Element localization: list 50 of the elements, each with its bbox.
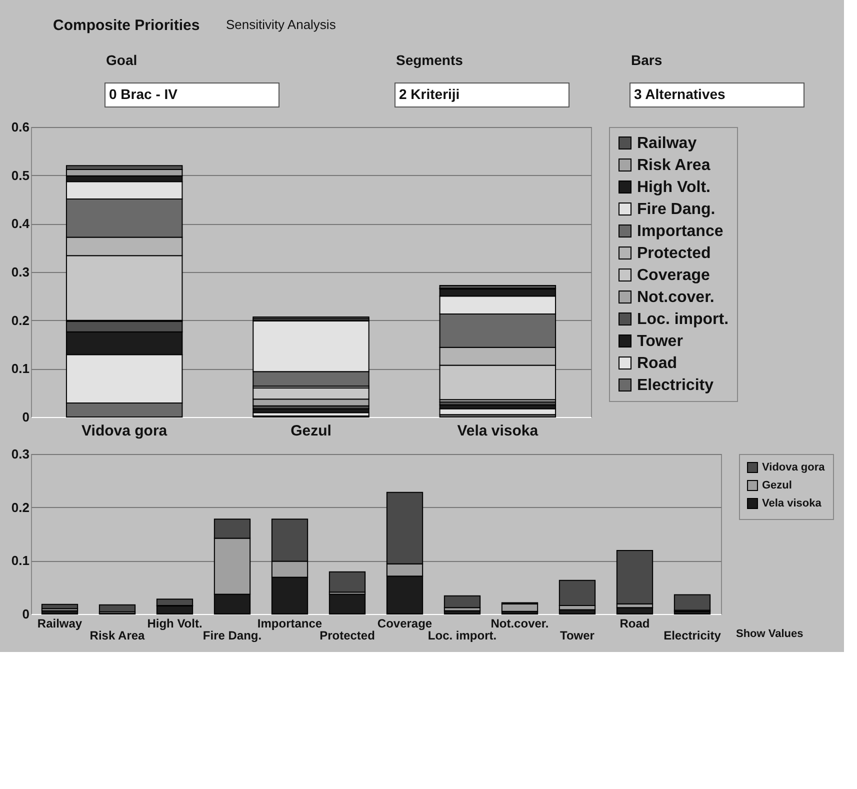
text: 0 Brac - IV bbox=[109, 86, 178, 102]
text: Bars bbox=[631, 52, 662, 68]
legend-label: Road bbox=[637, 355, 677, 372]
legend-label: Coverage bbox=[637, 267, 710, 284]
legend-label: Fire Dang. bbox=[637, 201, 716, 218]
x-tick-label: Not.cover. bbox=[490, 616, 549, 630]
legend-label: Gezul bbox=[762, 480, 792, 492]
y-tick-label: 0.5 bbox=[11, 168, 30, 183]
x-tick-label: Tower bbox=[560, 628, 595, 642]
text: Segments bbox=[396, 52, 464, 68]
x-tick-label: Electricity bbox=[664, 628, 722, 642]
y-tick-label: 0 bbox=[22, 606, 30, 622]
x-tick-label: Importance bbox=[257, 616, 322, 630]
legend-label: Tower bbox=[637, 333, 683, 350]
y-tick-label: 0.1 bbox=[11, 553, 30, 568]
legend-label: Vidova gora bbox=[762, 462, 826, 474]
legend-label: Protected bbox=[637, 245, 711, 262]
y-tick-label: 0 bbox=[22, 410, 30, 424]
legend-label: Vela visoka bbox=[762, 498, 822, 510]
text: 3 Alternatives bbox=[634, 86, 726, 102]
text: Show Values bbox=[736, 628, 804, 640]
legend-label: High Volt. bbox=[637, 179, 710, 196]
text: Goal bbox=[106, 52, 138, 68]
x-tick-label: Vidova gora bbox=[82, 422, 168, 440]
y-tick-label: 0.1 bbox=[11, 361, 30, 376]
y-tick-label: 0.2 bbox=[11, 500, 30, 515]
legend-label: Not.cover. bbox=[637, 289, 714, 306]
x-tick-label: High Volt. bbox=[147, 616, 202, 630]
x-tick-label: Road bbox=[620, 616, 650, 630]
y-tick-label: 0.6 bbox=[11, 120, 30, 134]
y-tick-label: 0.3 bbox=[11, 446, 30, 462]
legend-label: Loc. import. bbox=[637, 311, 729, 328]
y-tick-label: 0.2 bbox=[11, 312, 30, 328]
y-tick-label: 0.4 bbox=[11, 216, 30, 232]
x-tick-label: Gezul bbox=[290, 422, 332, 440]
x-tick-label: Coverage bbox=[377, 616, 432, 630]
x-tick-label: Risk Area bbox=[90, 628, 146, 642]
legend-label: Railway bbox=[637, 135, 697, 152]
legend-label: Electricity bbox=[637, 377, 714, 394]
x-tick-label: Fire Dang. bbox=[202, 628, 262, 642]
x-tick-label: Railway bbox=[37, 616, 82, 630]
legend-label: Risk Area bbox=[637, 157, 710, 174]
y-tick-label: 0.3 bbox=[11, 264, 30, 280]
legend-label: Importance bbox=[637, 223, 724, 240]
text: 2 Kriteriji bbox=[399, 86, 460, 102]
x-tick-label: Protected bbox=[320, 628, 375, 642]
text: Composite Priorities bbox=[53, 17, 200, 34]
x-tick-label: Loc. import. bbox=[428, 628, 497, 642]
text: Sensitivity Analysis bbox=[226, 17, 336, 32]
x-tick-label: Vela visoka bbox=[457, 422, 539, 440]
